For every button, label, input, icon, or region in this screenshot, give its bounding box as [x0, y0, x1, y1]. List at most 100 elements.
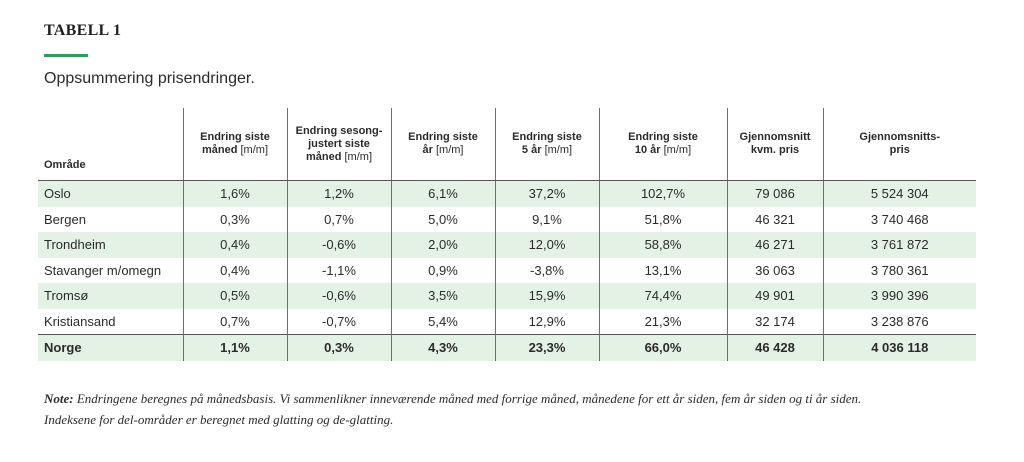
- header-text: Område: [44, 159, 86, 171]
- header-unit: [m/m]: [240, 144, 269, 156]
- header-unit: [m/m]: [544, 144, 573, 156]
- table-cell: 13,1%: [598, 257, 727, 283]
- table-cell: 3 740 468: [822, 206, 976, 232]
- table-cell: 23,3%: [494, 334, 599, 361]
- table-cell: 21,3%: [598, 308, 727, 335]
- row-area-cell: Stavanger m/omegn: [44, 262, 162, 278]
- table-label: TABELL 1: [44, 22, 122, 39]
- row-area-cell: Oslo: [38, 180, 183, 207]
- table-cell: 66,0%: [598, 334, 727, 361]
- table-cell: 3 238 876: [822, 308, 976, 335]
- column-header: Gjennomsnitts-pris: [822, 108, 976, 181]
- header-text: 5 år: [521, 144, 545, 156]
- note-text-1: Endringene beregnes på månedsbasis. Vi s…: [73, 391, 862, 406]
- table-cell: 2,0%: [390, 232, 495, 258]
- note-label: Note:: [44, 391, 74, 406]
- table-cell: 5,4%: [390, 308, 495, 335]
- table-cell: 3,5%: [390, 283, 495, 309]
- table-cell: 0,5%: [182, 283, 287, 309]
- header-unit: [m/m]: [435, 144, 464, 156]
- table-row: Tromsø 0,5% -0,6% 3,5% 15,9% 74,4% 49 901 3 990…: [38, 283, 976, 309]
- table-cell: -3,8%: [494, 257, 599, 283]
- header-text: Endring siste: [628, 131, 698, 143]
- table-row: Norge 1,1% 0,3% 4,3% 23,3% 66,0% 46 428 4 036 1…: [38, 334, 976, 361]
- column-header: Endring siste 5 år [m/m]: [494, 108, 599, 181]
- table-cell: 49 901: [726, 283, 823, 309]
- header-unit: [m/m]: [344, 150, 373, 163]
- table-cell: 46 271: [726, 232, 823, 258]
- column-header: Endring siste år [m/m]: [390, 108, 495, 181]
- table-note: Note: Endringene beregnes på månedsbasis…: [44, 388, 984, 430]
- column-header: Endring siste måned [m/m]: [182, 108, 287, 181]
- header-text: Endring siste: [200, 131, 270, 143]
- column-header: Gjennomsnitt kvm. pris: [726, 108, 823, 181]
- header-unit: [m/m]: [663, 144, 692, 156]
- table-subtitle: Oppsummering prisendringer.: [44, 70, 255, 87]
- row-area-cell: Trondheim: [38, 232, 183, 258]
- table-cell: 36 063: [726, 257, 823, 283]
- table-cell: 3 780 361: [822, 257, 976, 283]
- table-cell: 4,3%: [390, 334, 495, 361]
- header-text: kvm. pris: [750, 144, 800, 156]
- table-cell: 46 321: [726, 206, 823, 232]
- row-area-cell: Bergen: [44, 211, 86, 227]
- table-cell: 79 086: [726, 180, 823, 207]
- table-cell: 0,3%: [286, 334, 391, 361]
- header-text: år: [422, 144, 436, 156]
- table-cell: 12,9%: [494, 308, 599, 335]
- header-text: Gjennomsnitt: [739, 131, 811, 143]
- table-cell: 4 036 118: [822, 334, 976, 361]
- header-text: justert siste: [308, 137, 370, 150]
- table-cell: 37,2%: [494, 180, 599, 207]
- table-cell: 12,0%: [494, 232, 599, 258]
- table-cell: 58,8%: [598, 232, 727, 258]
- table-row: Bergen 0,3% 0,7% 5,0% 9,1% 51,8% 46 321 3 740 4…: [38, 206, 976, 232]
- table-cell: 0,7%: [182, 308, 287, 335]
- header-text: pris: [889, 144, 910, 156]
- table-cell: 51,8%: [598, 206, 727, 232]
- table-cell: 0,7%: [286, 206, 391, 232]
- table-cell: 6,1%: [390, 180, 495, 207]
- table-cell: 74,4%: [598, 283, 727, 309]
- header-text: måned: [305, 150, 345, 163]
- table-cell: 1,6%: [182, 180, 287, 207]
- note-line-2: Indeksene for del-områder er beregnet me…: [44, 412, 394, 427]
- table-cell: 5 524 304: [822, 180, 976, 207]
- header-text: Endring siste: [408, 131, 478, 143]
- table-row: Kristiansand 0,7% -0,7% 5,4% 12,9% 21,3% 32 17…: [38, 308, 976, 335]
- header-text: 10 år: [634, 144, 664, 156]
- table-cell: 15,9%: [494, 283, 599, 309]
- table-row: Stavanger m/omegn 0,4% -1,1% 0,9% -3,8% 13,1%…: [38, 257, 976, 283]
- table-cell: 0,4%: [182, 232, 287, 258]
- table-cell: -0,7%: [286, 308, 391, 335]
- table-cell: -1,1%: [286, 257, 391, 283]
- table-cell: 0,4%: [182, 257, 287, 283]
- column-header: Endring sesong-justert siste måned [m/m]: [286, 108, 391, 181]
- table-cell: -0,6%: [286, 283, 391, 309]
- header-text: Endring sesong-: [295, 124, 383, 137]
- header-text: måned: [201, 144, 241, 156]
- column-header-area: Område: [38, 108, 183, 181]
- header-text: Gjennomsnitts-: [859, 131, 941, 143]
- column-header: Endring siste 10 år [m/m]: [598, 108, 727, 181]
- row-area-cell: Tromsø: [38, 283, 183, 309]
- table-cell: 0,3%: [182, 206, 287, 232]
- accent-rule: [44, 54, 88, 57]
- table-row: Oslo 1,6% 1,2% 6,1% 37,2% 102,7% 79 086 5 524 3…: [38, 180, 976, 207]
- table-cell: 0,9%: [390, 257, 495, 283]
- table-cell: 1,2%: [286, 180, 391, 207]
- table-cell: 9,1%: [494, 206, 599, 232]
- table-cell: 5,0%: [390, 206, 495, 232]
- row-area-cell: Norge: [38, 334, 183, 361]
- table-cell: 102,7%: [598, 180, 727, 207]
- table-cell: -0,6%: [286, 232, 391, 258]
- price-change-table: Område Endring siste måned [m/m] Endring se…: [38, 108, 976, 361]
- table-cell: 46 428: [726, 334, 823, 361]
- table-cell: 3 761 872: [822, 232, 976, 258]
- table-cell: 3 990 396: [822, 283, 976, 309]
- note-line-1: Note: Endringene beregnes på månedsbasis…: [44, 388, 984, 409]
- header-text: Endring siste: [512, 131, 582, 143]
- table-cell: 32 174: [726, 308, 823, 335]
- table-row: Trondheim 0,4% -0,6% 2,0% 12,0% 58,8% 46 271 3 …: [38, 232, 976, 258]
- table-header: Område Endring siste måned [m/m] Endring se…: [38, 108, 976, 181]
